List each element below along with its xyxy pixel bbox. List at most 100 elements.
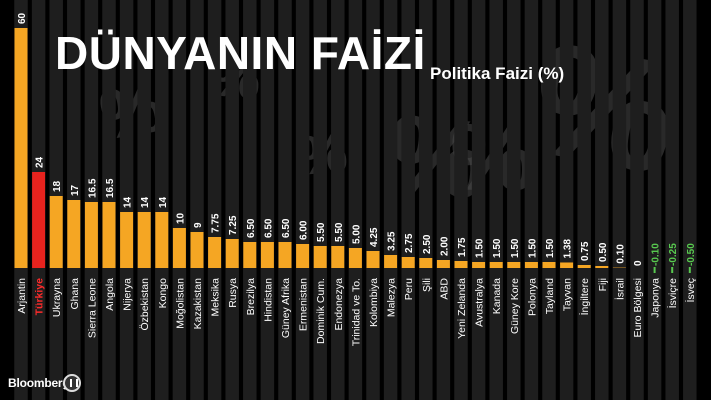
bar [419, 258, 433, 268]
value-label: 2.50 [422, 234, 433, 254]
column-background [278, 0, 292, 400]
value-label: 14 [140, 196, 151, 208]
category-label: Euro Bölgesi [632, 278, 644, 338]
value-label: 14 [123, 196, 134, 208]
value-label: 1.50 [510, 238, 521, 258]
category-label: Sierra Leone [86, 278, 98, 338]
value-label: 7.75 [211, 213, 222, 233]
bar [243, 242, 257, 268]
value-label: 2.75 [404, 233, 415, 253]
category-label: Arjantin [16, 278, 28, 314]
value-label: 5.50 [334, 222, 345, 242]
value-label: 4.25 [369, 227, 380, 247]
column-background [260, 0, 275, 400]
category-label: Türkiye [34, 278, 46, 316]
category-label: Kongo [157, 278, 169, 309]
column-background [630, 0, 644, 400]
value-label: 0 [633, 260, 644, 266]
bar [102, 202, 116, 268]
column-background [366, 0, 380, 400]
bar [331, 246, 345, 268]
bar [172, 228, 186, 268]
column-background [542, 0, 556, 400]
bloomberg-logo-text: Bloomberg [8, 376, 70, 390]
value-label: 1.75 [457, 237, 468, 257]
bar [401, 257, 415, 268]
column-background [612, 0, 627, 400]
category-label: Kazakistan [192, 278, 204, 330]
value-label: -0.25 [668, 243, 679, 266]
bar [120, 212, 134, 268]
column-background [348, 0, 363, 400]
bar [653, 267, 656, 273]
bar [595, 266, 609, 268]
category-label: Özbekistan [139, 278, 151, 331]
column-background [172, 0, 187, 400]
value-label: 16.5 [105, 178, 116, 198]
bar [260, 242, 274, 268]
column-background [454, 0, 468, 400]
column-background [225, 0, 239, 400]
category-label: Meksika [210, 278, 222, 317]
value-label: 6.50 [281, 218, 292, 238]
bloomberg-emblem-icon [63, 374, 81, 392]
bar [489, 262, 503, 268]
value-label: 1.50 [492, 238, 503, 258]
column-background [84, 0, 99, 400]
category-label: Ermenistan [298, 278, 310, 331]
value-label: 1.38 [563, 239, 574, 259]
column-background [507, 0, 521, 400]
value-label: -0.10 [651, 243, 662, 266]
category-label: İsveç [684, 278, 697, 303]
value-label: -0.50 [686, 243, 697, 266]
category-label: Brezilya [245, 278, 257, 316]
category-label: Moğolistan [174, 278, 186, 329]
bar [524, 262, 538, 268]
category-label: Endonezya [333, 278, 345, 331]
value-label: 16.5 [87, 178, 98, 198]
bar [436, 260, 450, 268]
category-label: Peru [403, 278, 415, 300]
value-label: 6.00 [299, 220, 310, 240]
value-label: 10 [175, 212, 186, 224]
chart-subtitle: Politika Faizi (%) [430, 64, 565, 83]
value-label: 1.50 [527, 238, 538, 258]
category-label: Polonya [526, 278, 538, 316]
value-label: 1.50 [475, 238, 486, 258]
bar [225, 239, 239, 268]
column-background [331, 0, 345, 400]
value-label: 7.25 [228, 215, 239, 235]
bar [542, 262, 556, 268]
value-label: 0.50 [598, 242, 609, 262]
column-background [665, 0, 679, 400]
value-label: 17 [70, 184, 81, 196]
category-label: Yeni Zelanda [456, 278, 468, 339]
column-background [119, 0, 134, 400]
column-background [559, 0, 574, 400]
column-background [313, 0, 327, 400]
column-background [190, 0, 204, 400]
category-label: Tayland [544, 278, 556, 314]
bar [296, 244, 310, 268]
category-label: İsrail [613, 278, 626, 300]
column-background [647, 0, 662, 400]
column-background [577, 0, 591, 400]
column-background [595, 0, 609, 400]
category-label: Rusya [227, 278, 239, 308]
bar [208, 237, 222, 268]
bar [688, 267, 691, 273]
category-label: Malezya [386, 278, 398, 317]
column-background [524, 0, 539, 400]
bar [278, 242, 292, 268]
category-label: Trinidad ve To. [350, 278, 362, 346]
category-label: Angola [104, 278, 116, 311]
column-background [137, 0, 151, 400]
category-label: Nijerya [122, 278, 134, 311]
column-background [155, 0, 169, 400]
bar [137, 212, 151, 268]
value-label: 1.50 [545, 238, 556, 258]
category-label: Güney Kore [509, 278, 521, 334]
bar [190, 232, 204, 268]
value-label: 5.50 [316, 222, 327, 242]
